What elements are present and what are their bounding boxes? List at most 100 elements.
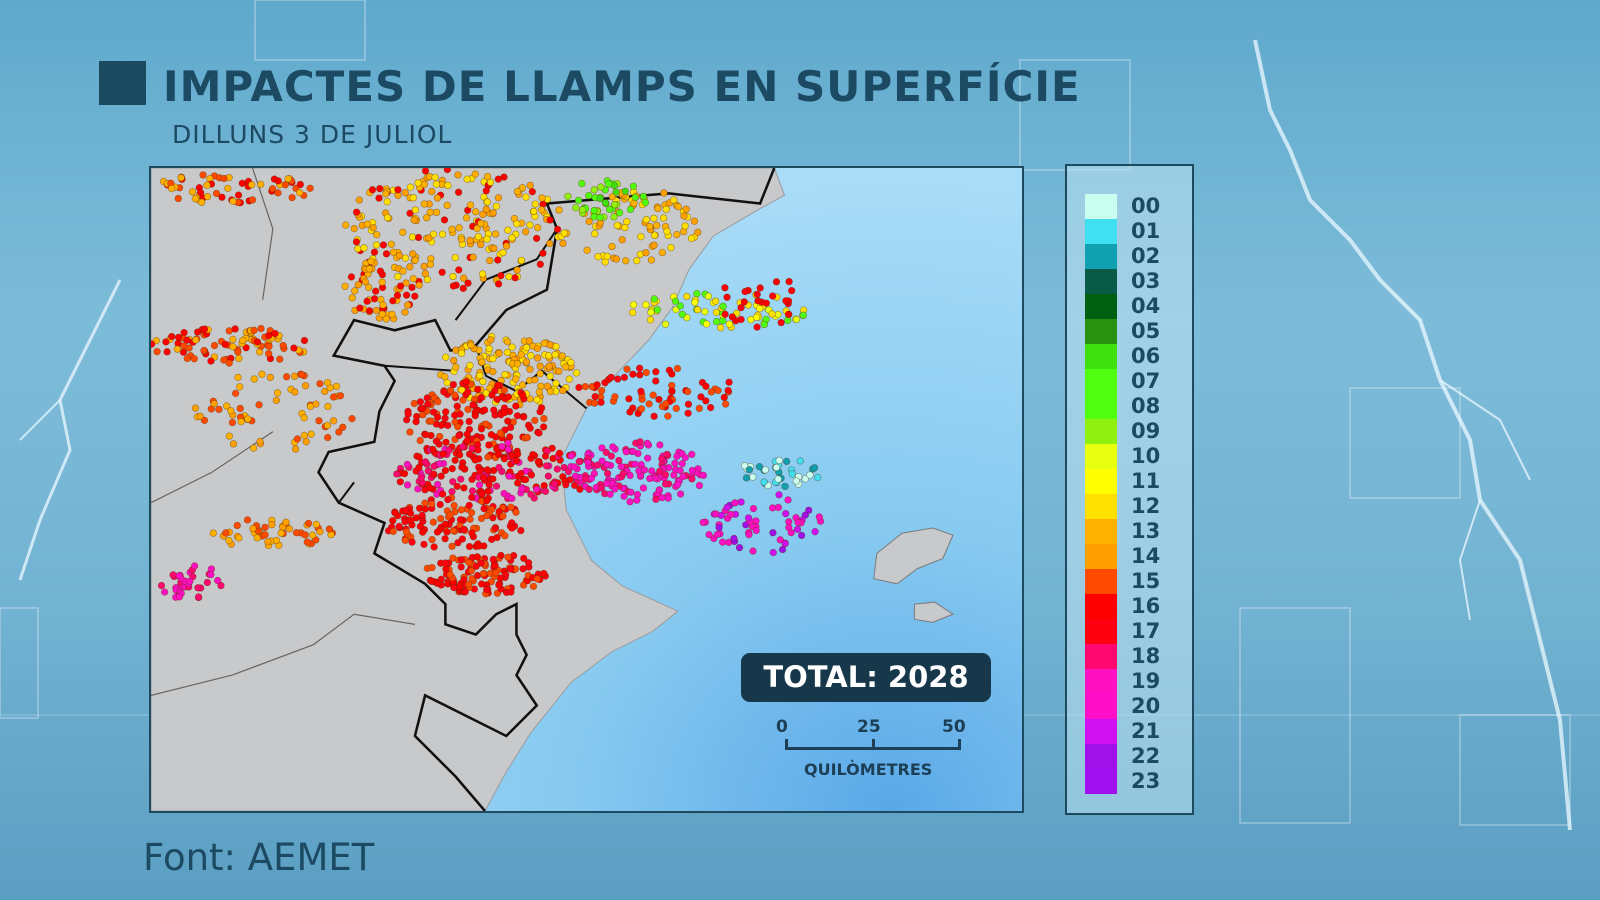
legend-label: 04 (1131, 294, 1161, 318)
hour-legend: 00 01 02 03 04 05 06 07 08 09 10 11 12 13 14 15 16 17 18 19… (1065, 164, 1194, 815)
lightning-strike-dot (539, 423, 548, 431)
lightning-strike-dot (462, 214, 471, 222)
lightning-strike-dot (435, 460, 444, 468)
lightning-strike-dot (448, 542, 456, 551)
lightning-strike-dot (673, 230, 681, 239)
lightning-strike-dot (389, 527, 397, 536)
legend-label: 16 (1131, 594, 1161, 618)
lightning-strike-dot (421, 168, 430, 175)
lightning-strike-dot (487, 431, 496, 439)
lightning-strike-dot (468, 529, 476, 537)
lightning-strike-dot (399, 228, 407, 236)
legend-swatch (1085, 469, 1117, 494)
lightning-strike-dot (231, 325, 239, 333)
lightning-strike-dot (664, 412, 672, 420)
lightning-strike-dot (453, 402, 461, 410)
lightning-strike-dot (621, 223, 629, 232)
lightning-strike-dot (451, 456, 459, 464)
lightning-strike-dot (336, 392, 345, 400)
lightning-strike-dot (363, 220, 372, 228)
legend-item: 00 (1085, 194, 1185, 219)
scale-tick (958, 739, 961, 750)
lightning-strike-dot (749, 473, 757, 481)
lightning-strike-dot (704, 292, 713, 300)
lightning-strike-dot (518, 184, 527, 192)
lightning-strike-dot (753, 290, 761, 298)
lightning-strike-dot (453, 482, 461, 491)
lightning-strike-dot (364, 283, 373, 292)
lightning-strike-dot (406, 183, 415, 191)
lightning-strike-dot (562, 363, 570, 371)
lightning-strike-dot (705, 530, 713, 539)
lightning-strike-dot (782, 297, 790, 305)
lightning-strike-dot (416, 436, 424, 445)
lightning-strike-dot (428, 535, 436, 544)
lightning-strike-dot (645, 400, 653, 408)
lightning-strike-dot (382, 190, 390, 198)
lightning-strike-dot (361, 278, 370, 286)
lightning-strike-dot (414, 233, 423, 242)
lightning-strike-dot (774, 475, 782, 483)
lightning-strike-dot (272, 536, 281, 545)
lightning-strike-dot (653, 306, 662, 314)
lightning-strike-dot (626, 498, 634, 506)
lightning-strike-dot (480, 406, 489, 414)
lightning-strike-dot (224, 184, 232, 192)
lightning-strike-dot (282, 373, 291, 381)
lightning-strike-dot (316, 380, 324, 388)
lightning-strike-dot (495, 463, 503, 472)
lightning-strike-dot (558, 352, 566, 360)
legend-item: 07 (1085, 369, 1185, 394)
lightning-strike-dot (527, 351, 535, 360)
lightning-strike-dot (477, 240, 485, 249)
lightning-strike-dot (674, 203, 682, 211)
lightning-strike-dot (209, 529, 217, 537)
lightning-strike-dot (468, 487, 477, 495)
lightning-strike-dot (221, 340, 229, 349)
lightning-strike-dot (432, 208, 441, 217)
lightning-strike-dot (769, 548, 777, 557)
lightning-strike-dot (483, 466, 492, 474)
lightning-strike-dot (324, 433, 332, 442)
lightning-strike-dot (517, 351, 525, 359)
lightning-strike-dot (293, 435, 302, 443)
lightning-strike-dot (300, 336, 309, 345)
lightning-strike-dot (365, 307, 374, 315)
lightning-strike-dot (472, 562, 480, 570)
lightning-strike-dot (365, 265, 373, 273)
lightning-strike-dot (290, 344, 298, 352)
lightning-strike-dot (414, 179, 422, 187)
legend-label: 11 (1131, 469, 1161, 493)
lightning-strike-dot (578, 206, 587, 214)
lightning-strike-dot (526, 181, 534, 190)
lightning-strike-dot (440, 216, 449, 224)
lightning-strike-dot (401, 536, 409, 544)
lightning-strike-dot (719, 302, 727, 310)
lightning-strike-dot (475, 481, 484, 489)
lightning-strike-dot (460, 525, 468, 533)
lightning-strike-dot (441, 373, 449, 381)
lightning-strike-dot (271, 329, 279, 338)
lightning-strike-dot (512, 402, 520, 410)
lightning-strike-dot (488, 391, 496, 399)
legend-item: 09 (1085, 419, 1185, 444)
lightning-strike-dot (525, 337, 533, 345)
lightning-strike-dot (761, 466, 769, 474)
lightning-strike-dot (174, 194, 182, 203)
lightning-strike-dot (468, 574, 476, 583)
lightning-strike-dot (536, 260, 544, 268)
lightning-strike-dot (637, 387, 645, 395)
lightning-strike-dot (752, 313, 761, 321)
legend-label: 14 (1131, 544, 1161, 568)
lightning-strike-dot (513, 360, 522, 368)
map-canvas (151, 168, 955, 811)
lightning-strike-dot (463, 436, 472, 445)
lightning-strike-dot (459, 443, 467, 451)
lightning-strike-dot (720, 393, 728, 402)
lightning-strike-dot (234, 373, 242, 382)
lightning-strike-dot (250, 326, 258, 334)
lightning-strike-dot (575, 383, 583, 392)
lightning-strike-dot (559, 239, 567, 248)
page-title: IMPACTES DE LLAMPS EN SUPERFÍCIE (163, 62, 1081, 111)
lightning-strike-dot (191, 404, 200, 412)
